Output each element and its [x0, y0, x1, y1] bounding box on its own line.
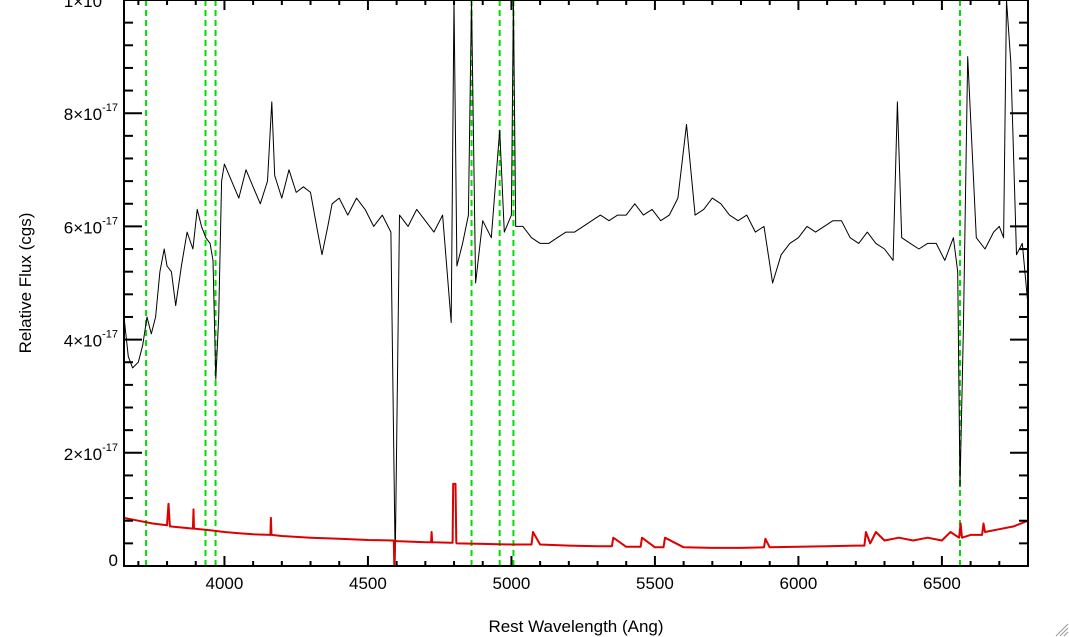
x-axis: 4000 4500 5000 5500 6000 6500: [137, 0, 1029, 593]
y-axis-title: Relative Flux (cgs): [16, 213, 35, 354]
resize-grip-icon[interactable]: [1055, 623, 1069, 637]
error-line: [123, 482, 1029, 567]
spectrum-line: [123, 0, 1029, 561]
x-tick-label: 6500: [923, 574, 961, 593]
x-tick-label: 4000: [206, 574, 244, 593]
y-tick-label: 8×10-17: [64, 102, 118, 124]
y-tick-label: 2×10-17: [64, 442, 118, 464]
reference-lines: [145, 0, 961, 566]
x-axis-title: Rest Wavelength (Ang): [488, 617, 663, 636]
y-tick-label: 0: [109, 551, 118, 570]
y-tick-label: 4×10-17: [64, 329, 118, 351]
series-layer: [123, 0, 1029, 567]
y-tick-label: 6×10-17: [64, 215, 118, 237]
x-tick-label: 4500: [349, 574, 387, 593]
x-tick-label: 5500: [636, 574, 674, 593]
plot-frame: [123, 0, 1029, 567]
x-tick-label: 6000: [779, 574, 817, 593]
y-axis: 0 2×10-17 4×10-17 6×10-17 8×10-17 1×10-16: [64, 0, 1028, 570]
y-tick-label: 1×10-16: [64, 0, 118, 11]
x-tick-label: 5000: [493, 574, 531, 593]
